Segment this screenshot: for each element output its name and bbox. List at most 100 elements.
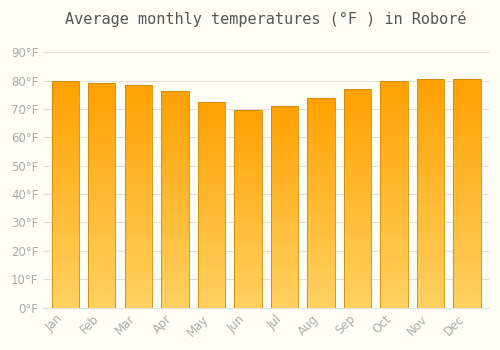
Bar	[88, 229, 116, 235]
Bar	[380, 137, 407, 143]
Bar	[52, 302, 79, 308]
Bar	[124, 235, 152, 241]
Bar	[198, 143, 225, 148]
Bar	[417, 125, 444, 131]
Bar	[124, 157, 152, 163]
Bar	[344, 155, 371, 160]
Bar	[161, 226, 188, 232]
Bar	[307, 166, 334, 171]
Bar	[124, 258, 152, 263]
Bar	[161, 145, 188, 150]
Bar	[417, 279, 444, 285]
Bar	[307, 250, 334, 255]
Bar	[88, 94, 116, 100]
Bar	[380, 194, 407, 200]
Bar	[417, 170, 444, 176]
Bar	[52, 268, 79, 274]
Bar	[307, 113, 334, 119]
Bar	[454, 119, 480, 125]
Bar	[198, 195, 225, 200]
Bar	[344, 253, 371, 258]
Bar	[344, 149, 371, 155]
Bar	[124, 268, 152, 274]
Bar	[307, 140, 334, 145]
Bar	[234, 155, 262, 160]
Bar	[124, 102, 152, 107]
Bar	[52, 98, 79, 103]
Bar	[454, 125, 480, 131]
Bar	[52, 290, 79, 296]
Bar	[198, 199, 225, 205]
Bar	[234, 234, 262, 239]
Bar	[417, 205, 444, 210]
Bar	[454, 290, 480, 296]
Bar	[270, 227, 298, 232]
Bar	[161, 161, 188, 167]
Bar	[88, 162, 116, 168]
Bar	[344, 176, 371, 182]
Bar	[124, 85, 152, 308]
Bar	[270, 222, 298, 227]
Bar	[52, 154, 79, 160]
Bar	[344, 166, 371, 171]
Bar	[161, 204, 188, 210]
Bar	[124, 118, 152, 124]
Bar	[161, 183, 188, 188]
Bar	[88, 117, 116, 122]
Bar	[52, 285, 79, 290]
Bar	[52, 137, 79, 143]
Bar	[344, 138, 371, 144]
Bar	[307, 213, 334, 218]
Bar	[198, 179, 225, 184]
Bar	[344, 226, 371, 231]
Bar	[270, 242, 298, 247]
Bar	[454, 199, 480, 205]
Bar	[454, 216, 480, 222]
Bar	[234, 303, 262, 308]
Bar	[307, 276, 334, 281]
Bar	[270, 131, 298, 136]
Bar	[417, 296, 444, 302]
Bar	[198, 282, 225, 287]
Bar	[417, 108, 444, 113]
Bar	[124, 113, 152, 118]
Bar	[198, 189, 225, 195]
Bar	[417, 159, 444, 165]
Bar	[270, 267, 298, 272]
Bar	[234, 180, 262, 184]
Bar	[124, 274, 152, 280]
Bar	[344, 122, 371, 127]
Bar	[344, 100, 371, 105]
Bar	[454, 79, 480, 85]
Bar	[234, 224, 262, 229]
Bar	[198, 205, 225, 210]
Bar	[454, 96, 480, 102]
Bar	[88, 268, 116, 274]
Bar	[88, 145, 116, 150]
Bar	[161, 264, 188, 270]
Bar	[307, 281, 334, 287]
Bar	[161, 91, 188, 308]
Bar	[270, 146, 298, 152]
Bar	[380, 262, 407, 268]
Bar	[454, 193, 480, 199]
Bar	[417, 233, 444, 239]
Bar	[234, 248, 262, 253]
Bar	[454, 159, 480, 165]
Bar	[380, 274, 407, 279]
Bar	[344, 105, 371, 111]
Bar	[88, 196, 116, 201]
Bar	[52, 120, 79, 126]
Bar	[454, 302, 480, 308]
Bar	[307, 271, 334, 276]
Bar	[417, 193, 444, 199]
Bar	[270, 111, 298, 116]
Bar	[380, 239, 407, 245]
Bar	[161, 107, 188, 112]
Bar	[380, 217, 407, 223]
Bar	[270, 156, 298, 161]
Bar	[344, 171, 371, 176]
Bar	[270, 262, 298, 267]
Bar	[417, 302, 444, 308]
Bar	[307, 229, 334, 234]
